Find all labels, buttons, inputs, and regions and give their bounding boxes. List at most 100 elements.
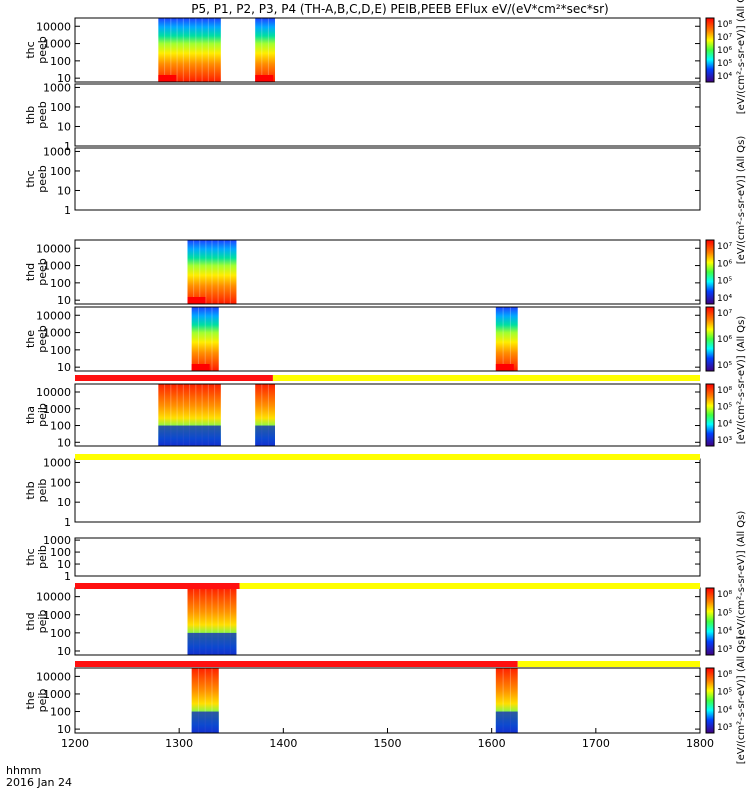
colorbar-tick-label: 10⁷ <box>717 309 732 319</box>
y-tick-label: 10000 <box>36 591 71 604</box>
colorbar-unit-label: [eV/(cm²-s-sr-eV)] (All Qs) <box>736 316 747 445</box>
panel-thd-peeb: 10 100 1000 10000 thd peeb 10⁷ 10⁶ 10⁵ 10⁴ <box>24 239 732 307</box>
y-tick-label: 10 <box>57 72 71 85</box>
x-tick-label: 1800 <box>686 737 714 750</box>
panel-the-peib: 10 100 1000 10000 the peib 10⁸ 10⁵ 10⁴ 10³ <box>24 667 732 736</box>
panel-frame-tha-peeb <box>74 17 701 83</box>
spectrogram-block-thd-peeb-0 <box>187 240 237 304</box>
panel-tha-peeb: 10 100 1000 10000 thc peeb 10⁸ 10⁷ 10⁶ 10⁵ 10⁴ <box>24 17 732 85</box>
panel-label-tha-peib: tha peib <box>24 403 49 427</box>
y-tick-label: 100 <box>50 101 71 114</box>
panel-label-thd-peeb: thd peeb <box>24 258 49 286</box>
y-tick-label: 10 <box>57 184 71 197</box>
y-tick-label: 1000 <box>43 688 71 701</box>
colorbar-thd-peeb <box>705 239 715 305</box>
colorbar-tick-label: 10⁶ <box>717 259 732 269</box>
colorbar-tick-label: 10⁵ <box>717 59 732 69</box>
mode-bar-yellow <box>239 583 701 589</box>
spectrogram-low-energy-spot <box>158 75 177 82</box>
mode-bar-yellow <box>75 454 700 460</box>
y-tick-label: 100 <box>50 277 71 290</box>
panel-label-thd-peib: thd peib <box>24 610 49 634</box>
colorbar-tick-label: 10⁷ <box>717 33 732 43</box>
panel-label-thc-peeb: thc peeb <box>24 165 49 193</box>
colorbar-tick-label: 10⁵ <box>717 608 732 618</box>
mode-bar-red <box>75 375 273 381</box>
time-axis-label: hhmm <box>6 764 41 777</box>
spectrogram-low-energy-spot <box>255 75 274 82</box>
y-tick-label: 10 <box>57 723 71 736</box>
date-label: 2016 Jan 24 <box>6 776 72 789</box>
panel-label-product: peeb <box>36 36 49 64</box>
y-tick-label: 10 <box>57 558 71 571</box>
panel-label-product: peeb <box>36 101 49 129</box>
panel-tha-peib: 10 100 1000 10000 tha peib 10⁸ 10⁵ 10⁴ 10³ <box>24 383 732 449</box>
y-tick-label: 1 <box>64 140 71 153</box>
panel-label-the-peeb: the peeb <box>24 325 49 353</box>
y-tick-label: 10000 <box>36 670 71 683</box>
y-tick-label: 1000 <box>43 456 71 469</box>
panel-label-product: peeb <box>36 258 49 286</box>
y-tick-label: 10000 <box>36 242 71 255</box>
y-tick-label: 100 <box>50 706 71 719</box>
y-tick-label: 1000 <box>43 81 71 94</box>
x-tick-label: 1300 <box>165 737 193 750</box>
panel-label-probe: the <box>24 330 37 348</box>
mode-bar-red <box>75 583 240 589</box>
panel-label-the-peib: the peib <box>24 689 49 713</box>
colorbar-tick-label: 10⁷ <box>717 242 732 252</box>
panel-the-peeb: 10 100 1000 10000 the peeb 10⁷ 10⁶ 10⁵ <box>24 306 732 374</box>
x-tick-label: 1500 <box>374 737 402 750</box>
panel-label-thc-peib: thc peib <box>24 545 49 569</box>
panel-thd-peib: 10 100 1000 10000 thd peib 10⁸ 10⁵ 10⁴ 10³ <box>24 587 732 658</box>
panel-label-thb-peeb: thb peeb <box>24 101 49 129</box>
panel-label-probe: thc <box>24 41 37 58</box>
panel-label-product: peib <box>36 545 49 569</box>
panel-label-product: peeb <box>36 165 49 193</box>
y-tick-label: 1000 <box>43 327 71 340</box>
panel-label-probe: thd <box>24 612 37 630</box>
y-tick-label: 1 <box>64 570 71 583</box>
x-tick-label: 1200 <box>61 737 89 750</box>
spectrogram-low-energy-spot <box>495 364 514 371</box>
spectrogram-block-tha-peeb-1 <box>255 18 275 82</box>
y-tick-label: 1000 <box>43 403 71 416</box>
y-tick-label: 10000 <box>36 309 71 322</box>
spectrogram-low-energy-band <box>255 425 275 446</box>
panel-label-product: peib <box>36 610 49 634</box>
panel-label-product: peib <box>36 689 49 713</box>
spectrogram-low-energy-band <box>158 425 221 446</box>
panel-thc-peeb: 1 10 100 1000 thc peeb <box>24 145 701 217</box>
mode-bar-yellow <box>517 661 700 667</box>
y-tick-label: 1 <box>64 516 71 529</box>
mode-bar-red <box>75 661 518 667</box>
panel-label-product: peib <box>36 403 49 427</box>
y-tick-label: 10000 <box>36 386 71 399</box>
y-tick-label: 1 <box>64 204 71 217</box>
x-tick-label: 1600 <box>478 737 506 750</box>
y-tick-label: 100 <box>50 420 71 433</box>
spectrogram-block-the-peeb-0 <box>191 307 219 371</box>
panel-label-probe: thb <box>24 106 37 124</box>
colorbar-tick-label: 10⁸ <box>717 20 732 30</box>
panel-label-tha-peeb: thc peeb <box>24 36 49 64</box>
colorbar-unit-label: [eV/(cm²-s-sr-eV)] (All Qs) <box>736 136 747 265</box>
colorbar-tick-label: 10³ <box>717 645 732 655</box>
panel-label-product: peib <box>36 479 49 503</box>
panel-frame-thc-peib <box>74 537 701 577</box>
colorbar-tick-label: 10⁵ <box>717 403 732 413</box>
y-tick-label: 100 <box>50 344 71 357</box>
colorbar-tick-label: 10⁴ <box>717 627 732 637</box>
panel-label-probe: thb <box>24 481 37 499</box>
colorbar-unit-label: [eV/(cm²-s-sr-eV)] (All Qs) <box>736 0 747 114</box>
y-tick-label: 100 <box>50 546 71 559</box>
spectrogram-low-energy-band <box>191 711 219 733</box>
colorbar-tick-label: 10³ <box>717 723 732 733</box>
colorbar-thd-peib <box>705 587 715 656</box>
colorbar-tick-label: 10⁵ <box>717 277 732 287</box>
y-tick-label: 1000 <box>43 145 71 158</box>
y-tick-label: 10 <box>57 645 71 658</box>
panel-label-probe: thc <box>24 548 37 565</box>
colorbar-tick-label: 10⁸ <box>717 590 732 600</box>
panel-frame-the-peeb <box>74 306 701 372</box>
